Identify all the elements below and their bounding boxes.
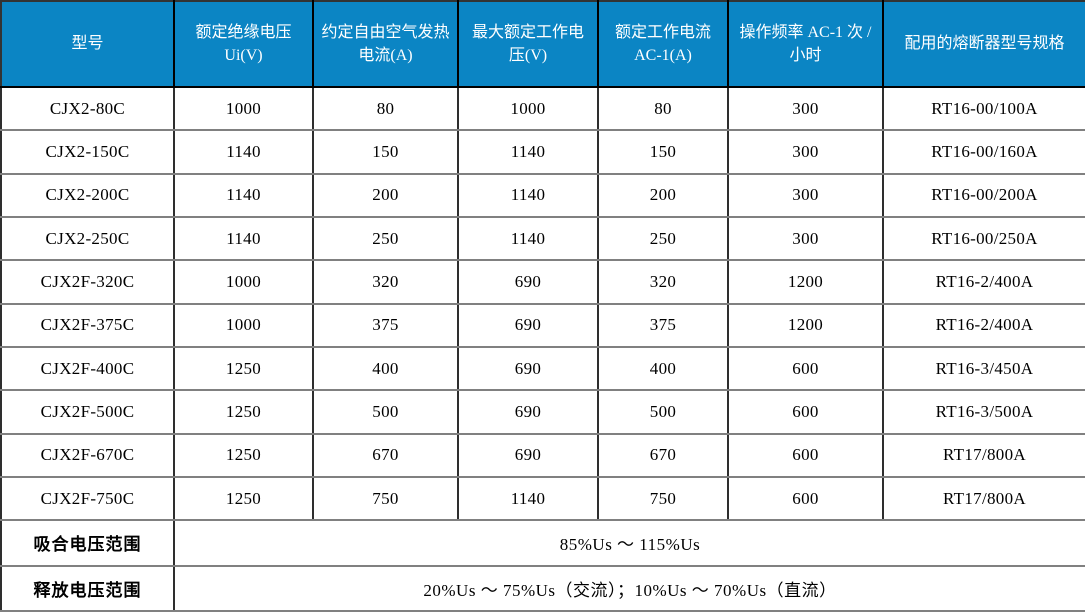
cell-insulation-voltage: 1140 [173,172,314,218]
cell-max-voltage: 690 [457,259,599,305]
cell-fuse: RT16-00/100A [882,85,1085,132]
cell-insulation-voltage: 1250 [173,345,314,392]
table-row: CJX2-250C 1140 250 1140 250 300 RT16-00/… [0,215,1085,262]
cell-model: CJX2F-750C [0,475,175,522]
header-max-operating-voltage: 最大额定工作电压(V) [457,0,599,88]
table-row: CJX2F-750C 1250 750 1140 750 600 RT17/80… [0,475,1085,522]
cell-fuse: RT16-3/450A [882,345,1085,392]
pickup-voltage-value: 85%Us ～ 115%Us [173,519,1085,567]
cell-fuse: RT16-2/400A [882,259,1085,305]
header-rated-operating-current: 额定工作电流 AC-1(A) [597,0,729,88]
header-fuse-spec: 配用的熔断器型号规格 [882,0,1085,88]
cell-operating-current: 400 [597,345,729,392]
pickup-voltage-row: 吸合电压范围 85%Us ～ 115%Us [0,519,1085,567]
cell-frequency: 300 [727,129,884,175]
cell-max-voltage: 1140 [457,475,599,522]
table-row: CJX2F-400C 1250 400 690 400 600 RT16-3/4… [0,345,1085,392]
header-operating-frequency: 操作频率 AC-1 次 / 小时 [727,0,884,88]
cell-model: CJX2-80C [0,85,175,132]
cell-insulation-voltage: 1000 [173,302,314,348]
cell-fuse: RT16-00/160A [882,129,1085,175]
cell-frequency: 600 [727,345,884,392]
cell-thermal-current: 500 [312,389,459,435]
table-row: CJX2F-670C 1250 670 690 670 600 RT17/800… [0,432,1085,478]
cell-model: CJX2-250C [0,215,175,262]
cell-model: CJX2-200C [0,172,175,218]
cell-operating-current: 320 [597,259,729,305]
cell-frequency: 300 [727,85,884,132]
cell-insulation-voltage: 1250 [173,475,314,522]
table-row: CJX2-80C 1000 80 1000 80 300 RT16-00/100… [0,85,1085,132]
cell-thermal-current: 375 [312,302,459,348]
cell-thermal-current: 400 [312,345,459,392]
cell-frequency: 300 [727,172,884,218]
cell-operating-current: 200 [597,172,729,218]
cell-max-voltage: 690 [457,432,599,478]
cell-max-voltage: 1140 [457,215,599,262]
cell-max-voltage: 690 [457,302,599,348]
cell-thermal-current: 670 [312,432,459,478]
table-row: CJX2F-500C 1250 500 690 500 600 RT16-3/5… [0,389,1085,435]
cell-insulation-voltage: 1250 [173,432,314,478]
cell-model: CJX2-150C [0,129,175,175]
cell-model: CJX2F-320C [0,259,175,305]
table-row: CJX2-200C 1140 200 1140 200 300 RT16-00/… [0,172,1085,218]
cell-max-voltage: 690 [457,389,599,435]
cell-insulation-voltage: 1000 [173,85,314,132]
cell-fuse: RT17/800A [882,432,1085,478]
cell-insulation-voltage: 1140 [173,215,314,262]
cell-insulation-voltage: 1000 [173,259,314,305]
cell-max-voltage: 690 [457,345,599,392]
cell-frequency: 600 [727,475,884,522]
cell-model: CJX2F-400C [0,345,175,392]
pickup-voltage-label: 吸合电压范围 [0,519,175,567]
cell-frequency: 300 [727,215,884,262]
release-voltage-value: 20%Us ～ 75%Us（交流）；10%Us ～ 70%Us（直流） [173,564,1085,612]
cell-operating-current: 750 [597,475,729,522]
cell-frequency: 1200 [727,302,884,348]
cell-operating-current: 500 [597,389,729,435]
cell-operating-current: 250 [597,215,729,262]
cell-fuse: RT16-2/400A [882,302,1085,348]
cell-operating-current: 670 [597,432,729,478]
table-header-row: 型号 额定绝缘电压 Ui(V) 约定自由空气发热电流(A) 最大额定工作电压(V… [0,0,1085,88]
cell-max-voltage: 1140 [457,172,599,218]
release-voltage-label: 释放电压范围 [0,564,175,612]
cell-thermal-current: 250 [312,215,459,262]
cell-frequency: 600 [727,389,884,435]
cell-thermal-current: 150 [312,129,459,175]
cell-max-voltage: 1140 [457,129,599,175]
cell-frequency: 600 [727,432,884,478]
cell-operating-current: 80 [597,85,729,132]
cell-thermal-current: 200 [312,172,459,218]
cell-max-voltage: 1000 [457,85,599,132]
header-conventional-thermal-current: 约定自由空气发热电流(A) [312,0,459,88]
cell-thermal-current: 80 [312,85,459,132]
cell-fuse: RT17/800A [882,475,1085,522]
cell-fuse: RT16-00/200A [882,172,1085,218]
header-rated-insulation-voltage: 额定绝缘电压 Ui(V) [173,0,314,88]
release-voltage-row: 释放电压范围 20%Us ～ 75%Us（交流）；10%Us ～ 70%Us（直… [0,564,1085,612]
table-row: CJX2-150C 1140 150 1140 150 300 RT16-00/… [0,129,1085,175]
cell-operating-current: 150 [597,129,729,175]
cell-frequency: 1200 [727,259,884,305]
cell-fuse: RT16-3/500A [882,389,1085,435]
table-row: CJX2F-320C 1000 320 690 320 1200 RT16-2/… [0,259,1085,305]
cell-thermal-current: 320 [312,259,459,305]
cell-operating-current: 375 [597,302,729,348]
cell-fuse: RT16-00/250A [882,215,1085,262]
cell-insulation-voltage: 1250 [173,389,314,435]
cell-thermal-current: 750 [312,475,459,522]
cell-insulation-voltage: 1140 [173,129,314,175]
cell-model: CJX2F-375C [0,302,175,348]
table-row: CJX2F-375C 1000 375 690 375 1200 RT16-2/… [0,302,1085,348]
header-model: 型号 [0,0,175,88]
cell-model: CJX2F-500C [0,389,175,435]
cell-model: CJX2F-670C [0,432,175,478]
